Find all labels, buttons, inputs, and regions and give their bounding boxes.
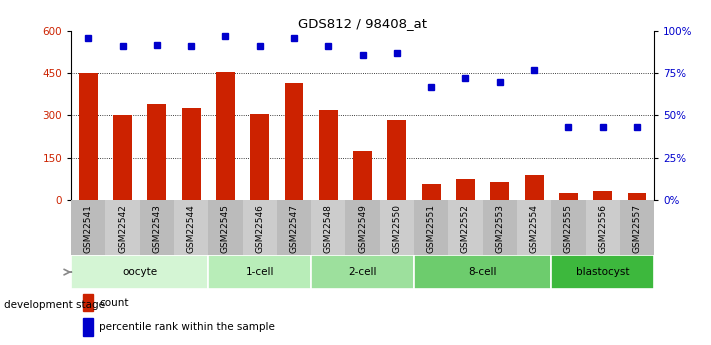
Text: GSM22552: GSM22552 xyxy=(461,204,470,253)
Text: GSM22549: GSM22549 xyxy=(358,204,367,253)
Text: GSM22555: GSM22555 xyxy=(564,204,573,253)
Text: 8-cell: 8-cell xyxy=(469,267,497,277)
Text: GSM22547: GSM22547 xyxy=(289,204,299,253)
Text: oocyte: oocyte xyxy=(122,267,157,277)
Bar xyxy=(277,200,311,255)
Text: 2-cell: 2-cell xyxy=(348,267,377,277)
Text: percentile rank within the sample: percentile rank within the sample xyxy=(99,322,275,332)
Text: GSM22551: GSM22551 xyxy=(427,204,436,253)
Bar xyxy=(422,185,441,200)
Bar xyxy=(353,151,372,200)
Text: GSM22557: GSM22557 xyxy=(633,204,641,253)
Text: GSM22553: GSM22553 xyxy=(496,204,504,253)
Bar xyxy=(82,318,93,336)
Bar xyxy=(174,200,208,255)
Bar xyxy=(216,72,235,200)
Bar xyxy=(414,255,551,289)
Text: GSM22546: GSM22546 xyxy=(255,204,264,253)
Bar xyxy=(208,255,311,289)
Bar xyxy=(242,200,277,255)
Bar xyxy=(525,175,543,200)
Bar xyxy=(586,200,620,255)
Text: GSM22554: GSM22554 xyxy=(530,204,539,253)
Bar xyxy=(551,255,654,289)
Bar xyxy=(620,200,654,255)
Bar xyxy=(551,200,586,255)
Text: GSM22545: GSM22545 xyxy=(221,204,230,253)
Text: 1-cell: 1-cell xyxy=(245,267,274,277)
Text: count: count xyxy=(99,298,129,308)
Bar xyxy=(456,179,475,200)
Bar xyxy=(414,200,449,255)
Bar xyxy=(319,110,338,200)
Text: GSM22544: GSM22544 xyxy=(186,204,196,253)
Bar xyxy=(449,200,483,255)
Bar xyxy=(483,200,517,255)
Bar xyxy=(79,73,97,200)
Title: GDS812 / 98408_at: GDS812 / 98408_at xyxy=(298,17,427,30)
Bar xyxy=(311,255,414,289)
Bar xyxy=(208,200,242,255)
Bar xyxy=(346,200,380,255)
Bar xyxy=(387,120,407,200)
Bar xyxy=(147,104,166,200)
Bar xyxy=(491,181,509,200)
Text: GSM22550: GSM22550 xyxy=(392,204,402,253)
Bar xyxy=(593,191,612,200)
Bar xyxy=(139,200,174,255)
Text: GSM22542: GSM22542 xyxy=(118,204,127,253)
Bar xyxy=(82,294,93,311)
Text: GSM22556: GSM22556 xyxy=(598,204,607,253)
Bar xyxy=(71,200,105,255)
Bar xyxy=(250,114,269,200)
Bar xyxy=(284,83,304,200)
Bar xyxy=(182,108,201,200)
Text: GSM22548: GSM22548 xyxy=(324,204,333,253)
Bar xyxy=(380,200,414,255)
Bar xyxy=(105,200,139,255)
Text: development stage: development stage xyxy=(4,300,105,310)
Text: GSM22541: GSM22541 xyxy=(84,204,92,253)
Bar xyxy=(113,116,132,200)
Text: GSM22543: GSM22543 xyxy=(152,204,161,253)
Bar xyxy=(628,193,646,200)
Bar xyxy=(71,255,208,289)
Bar xyxy=(311,200,346,255)
Text: blastocyst: blastocyst xyxy=(576,267,629,277)
Bar xyxy=(517,200,551,255)
Bar xyxy=(559,193,578,200)
